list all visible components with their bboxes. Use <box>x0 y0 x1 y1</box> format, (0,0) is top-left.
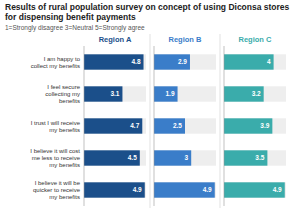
data-label: 3.2 <box>252 90 261 97</box>
plot-area <box>84 54 146 197</box>
data-label: 3 <box>185 154 189 161</box>
range-track <box>154 182 216 197</box>
range-track <box>84 54 146 69</box>
category-label: I feel securecollecting mybenefits <box>45 84 80 104</box>
range-track <box>154 86 216 101</box>
data-label: 3.9 <box>260 122 269 129</box>
bar <box>224 150 267 165</box>
range-track <box>84 118 146 133</box>
panel-label: Region C <box>239 35 272 44</box>
bar <box>224 182 285 197</box>
bar <box>84 118 142 133</box>
data-labels: 4.8 3.1 4.7 4.5 4.9 <box>110 58 142 193</box>
data-label: 4.8 <box>131 58 140 65</box>
bar <box>84 150 140 165</box>
data-label: 3.5 <box>255 154 264 161</box>
bar <box>154 86 178 101</box>
bar <box>154 150 191 165</box>
data-labels: 2.9 1.9 2.5 3 4.9 <box>166 58 213 193</box>
data-labels: 4 3.2 3.9 3.5 4.9 <box>252 58 283 193</box>
range-track <box>224 182 286 197</box>
data-label: 4.9 <box>273 186 282 193</box>
bar <box>84 54 144 69</box>
range-track <box>154 54 216 69</box>
separator <box>220 34 221 208</box>
range-track <box>224 118 286 133</box>
range-track <box>224 150 286 165</box>
bar <box>154 54 190 69</box>
range-track <box>154 150 216 165</box>
bar <box>154 118 185 133</box>
category-label: I believe it will bequicker to receivemy… <box>33 180 81 200</box>
data-label: 4.9 <box>203 186 212 193</box>
panel-label: Region A <box>99 35 132 44</box>
range-track <box>224 54 286 69</box>
separator <box>150 34 151 208</box>
chart: Results of rural population survey on co… <box>0 0 300 210</box>
data-label: 4 <box>267 58 271 65</box>
category-label: I am happy tocollect my benefits <box>31 56 81 69</box>
bar <box>84 86 122 101</box>
axis-line <box>84 46 85 206</box>
range-track <box>154 118 216 133</box>
data-label: 4.9 <box>133 186 142 193</box>
data-label: 2.9 <box>178 58 187 65</box>
plot-area <box>154 54 216 197</box>
range-track <box>84 86 146 101</box>
range-track <box>224 86 286 101</box>
data-label: 4.5 <box>128 154 137 161</box>
title: Results of rural population survey on co… <box>5 2 290 22</box>
panel-label: Region B <box>169 35 202 44</box>
data-label: 3.1 <box>110 90 119 97</box>
subtitle: 1=Strongly disagree 3=Neutral 5=Strongly… <box>5 24 145 32</box>
range-track <box>84 182 146 197</box>
bar <box>154 182 215 197</box>
category-label: I trust I will receivemy benefits <box>31 120 81 133</box>
bar <box>84 182 145 197</box>
bar <box>224 54 274 69</box>
axis-line <box>154 46 155 206</box>
data-label: 4.7 <box>130 122 139 129</box>
axis-line <box>224 46 225 206</box>
bar <box>224 118 272 133</box>
range-track <box>84 150 146 165</box>
category-label: I believe it will costme less to receive… <box>30 148 80 168</box>
data-label: 1.9 <box>166 90 175 97</box>
data-label: 2.5 <box>173 122 182 129</box>
plot-area <box>224 54 286 197</box>
bar <box>224 86 264 101</box>
